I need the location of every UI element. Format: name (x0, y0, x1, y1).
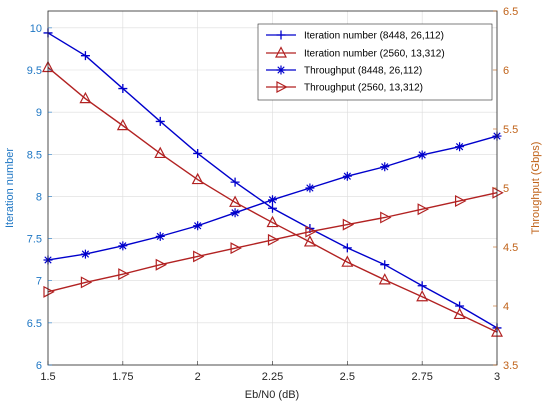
legend-marker-3 (276, 65, 286, 75)
x-tick-label-2: 2 (195, 371, 201, 383)
series-3-point-6 (268, 195, 277, 205)
legend-marker-1-glyph (276, 30, 286, 40)
legend-label-3: Throughput (8448, 26,112) (304, 66, 422, 77)
legend-label-2: Iteration number (2560, 13,312) (304, 49, 445, 60)
legend-marker-4 (276, 81, 288, 93)
y-left-tick-label-2: 7 (36, 276, 42, 288)
series-4-point-0 (43, 285, 55, 298)
legend-marker-1 (276, 30, 286, 40)
series-1-point-6 (268, 203, 277, 213)
series-4-point-9 (380, 211, 392, 224)
series-3-point-4 (193, 221, 203, 231)
series-2-point-2 (116, 118, 129, 131)
series-2-point-6 (266, 215, 279, 228)
legend-box (257, 23, 493, 101)
series-4-point-6 (267, 233, 280, 246)
series-1 (43, 28, 502, 333)
y-right-tick-label-0: 3.5 (503, 360, 518, 372)
series-3-point-5 (230, 208, 240, 218)
series-1-point-8 (342, 243, 352, 253)
x-axis-title: Eb/N0 (dB) (245, 389, 299, 401)
series-2-line (47, 66, 498, 333)
series-1-point-2 (118, 84, 128, 94)
series-layer (42, 28, 504, 337)
series-4-point-7 (305, 225, 317, 238)
legend-marker-2-glyph (275, 46, 287, 58)
y-left-tick-label-7: 9.5 (27, 65, 42, 77)
series-4-point-11 (454, 194, 467, 207)
y-right-tick-label-4: 5.5 (503, 124, 518, 136)
series-3-point-3 (155, 231, 165, 241)
y-axis-right-title: Throughput (Gbps) (530, 142, 542, 235)
y-right-tick-label-2: 4.5 (503, 242, 518, 254)
series-1-point-4 (193, 148, 203, 158)
y-left-tick-label-1: 6.5 (27, 318, 42, 330)
series-4-point-5 (230, 242, 242, 255)
series-4-line (47, 192, 498, 293)
y-axis-left-title: Iteration number (4, 148, 16, 228)
x-tick-label-0: 1.5 (40, 371, 55, 383)
y-right-tick-label-3: 5 (503, 183, 509, 195)
series-2-point-5 (229, 195, 242, 207)
y-left-tick-label-5: 8.5 (27, 149, 42, 161)
y-left-tick-label-4: 8 (36, 191, 42, 203)
series-1-point-1 (80, 51, 90, 61)
series-1-point-9 (380, 260, 390, 270)
y-right-tick-label-1: 4 (503, 301, 509, 313)
y-left-tick-label-3: 7.5 (27, 234, 42, 246)
series-3-point-9 (380, 162, 390, 172)
series-4-point-1 (80, 276, 93, 289)
x-tick-label-1: 1.75 (112, 371, 133, 383)
axes: 1.5 1.75 2 2.25 2.5 2.75 3 6 6.5 7 7.5 8 8.5 9 9.5 10 3.… (27, 6, 519, 383)
series-4-point-8 (342, 218, 355, 231)
x-tick-label-4: 2.5 (340, 371, 355, 383)
series-4-point-12 (492, 186, 504, 199)
series-2-point-10 (416, 289, 429, 302)
x-tick-label-5: 2.75 (411, 371, 432, 383)
series-3-point-11 (455, 142, 465, 152)
series-4-point-2 (118, 268, 130, 281)
y-left-tick-label-6: 9 (36, 107, 42, 119)
series-2-point-3 (154, 146, 167, 159)
legend-marker-2 (275, 46, 287, 58)
series-1-point-10 (417, 281, 427, 291)
series-2-point-8 (341, 255, 354, 267)
y-left-tick-label-8: 10 (30, 23, 42, 35)
series-1-point-5 (230, 177, 240, 187)
series-4 (43, 186, 504, 298)
series-2-point-4 (191, 172, 204, 185)
series-1-point-3 (155, 116, 165, 126)
series-2-point-1 (79, 91, 92, 104)
y-right-tick-label-5: 6 (503, 65, 509, 77)
series-2-point-7 (303, 235, 316, 247)
legend: Iteration number (8448, 26,112) Iteratio… (257, 23, 493, 101)
series-3-point-10 (417, 150, 427, 160)
y-left-tick-label-0: 6 (36, 360, 42, 372)
series-3-point-2 (118, 241, 128, 251)
series-4-point-3 (155, 258, 168, 271)
legend-label-4: Throughput (2560, 13,312) (304, 83, 423, 94)
series-4-point-4 (193, 250, 205, 263)
y-right-tick-label-6: 6.5 (503, 6, 518, 18)
series-2-point-11 (453, 307, 466, 320)
x-tick-label-6: 3 (494, 371, 500, 383)
legend-marker-3-glyph (276, 65, 286, 75)
series-4-point-10 (417, 203, 429, 216)
series-3-point-7 (305, 183, 315, 193)
series-3-point-8 (342, 171, 352, 181)
series-2-point-9 (378, 273, 391, 285)
x-tick-label-3: 2.25 (262, 371, 283, 383)
legend-label-1: Iteration number (8448, 26,112) (304, 31, 444, 42)
series-3-point-1 (80, 249, 90, 259)
legend-marker-4-glyph (276, 81, 288, 93)
